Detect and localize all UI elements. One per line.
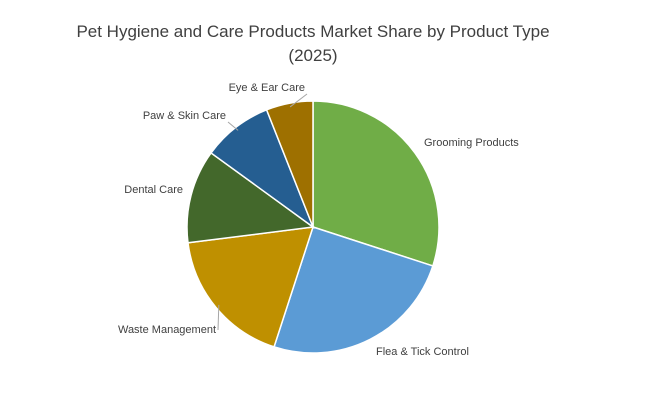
pie-slice (187, 226, 315, 348)
pie-slice (312, 100, 440, 267)
leader-line (289, 93, 308, 108)
leader-line (227, 121, 239, 131)
leader-line (217, 304, 220, 331)
slice-label: Flea & Tick Control (376, 346, 469, 358)
pie-slice (186, 151, 315, 244)
chart-title: Pet Hygiene and Care Products Market Sha… (76, 22, 550, 65)
slice-label: Dental Care (124, 184, 183, 196)
slice-label: Waste Management (118, 324, 216, 336)
slice-label: Grooming Products (424, 137, 519, 149)
slice-label: Eye & Ear Care (229, 82, 305, 94)
pie-slice (265, 100, 314, 228)
slice-label: Paw & Skin Care (143, 110, 226, 122)
pie-slice (273, 226, 434, 354)
